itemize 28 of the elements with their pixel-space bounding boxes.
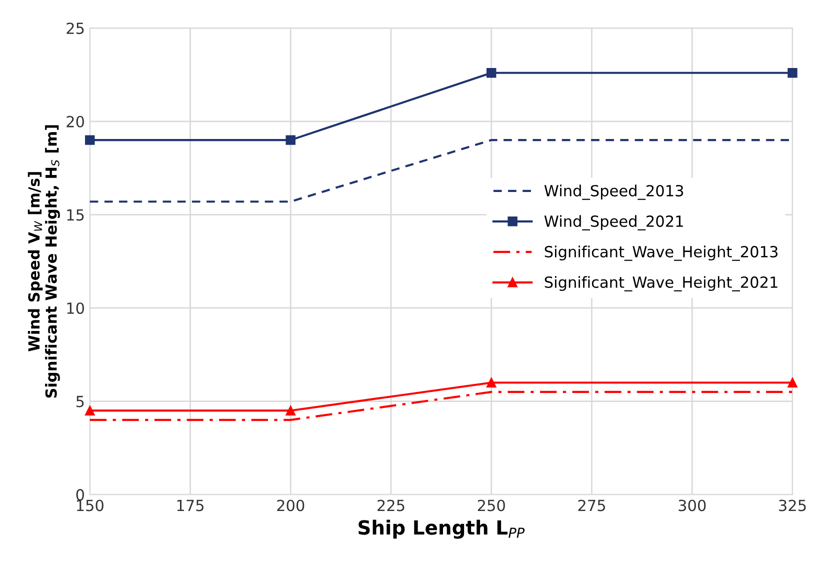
point — [486, 378, 496, 388]
point — [85, 135, 95, 145]
x-tick-label: 275 — [578, 500, 605, 512]
y-axis-title: Wind Speed V$_{W}$ [m/s] Significant Wave Height, H$_{S}$ [m] — [28, 125, 60, 398]
point — [85, 406, 95, 416]
point — [788, 378, 798, 388]
x-tick-label: 175 — [177, 500, 204, 512]
point — [486, 68, 496, 78]
x-tick-label: 250 — [478, 500, 505, 512]
x-tick-label: 300 — [678, 500, 706, 512]
point — [286, 406, 296, 416]
x-tick-label: 225 — [378, 500, 404, 512]
y-tick-label: 25 — [66, 22, 84, 34]
legend-label: Wind_Speed_2013 — [544, 184, 684, 200]
x-tick-label: 150 — [76, 500, 104, 512]
legend-label: Significant_Wave_Height_2013 — [544, 246, 778, 261]
legend-label: Wind_Speed_2021 — [544, 215, 683, 230]
point — [286, 135, 296, 145]
legend-label: Significant_Wave_Height_2021 — [544, 276, 778, 292]
y-tick-label: 0 — [76, 489, 84, 501]
point — [788, 68, 798, 78]
x-tick-label: 200 — [277, 500, 304, 512]
y-tick-label: 5 — [76, 396, 84, 408]
x-axis-title: Ship Length L$_{PP}$ — [358, 520, 525, 539]
y-tick-label: 15 — [67, 209, 84, 221]
y-tick-label: 20 — [66, 116, 84, 128]
x-tick-label: 325 — [779, 500, 806, 512]
y-tick-label: 10 — [67, 302, 84, 314]
